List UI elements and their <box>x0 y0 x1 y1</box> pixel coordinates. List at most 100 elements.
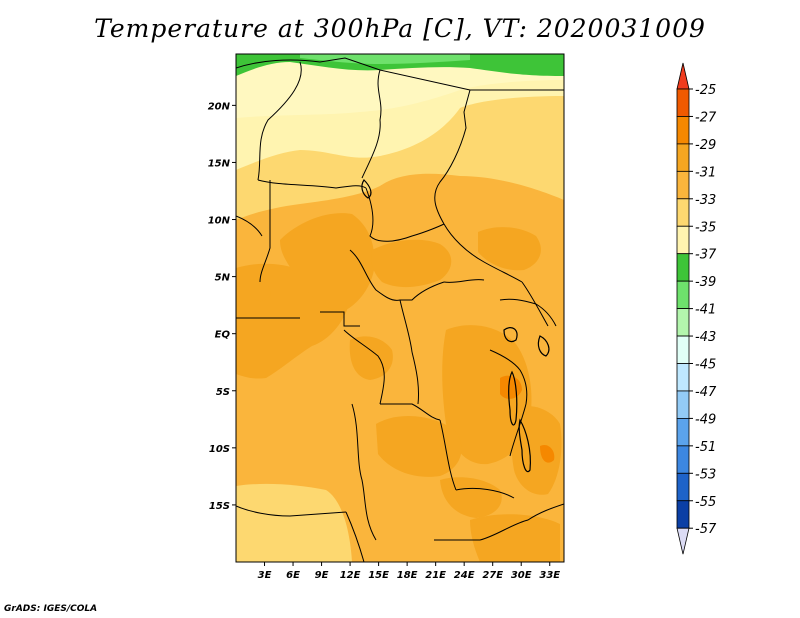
border-line <box>499 298 557 327</box>
latitude-axis: 20N 15N 10N 5N EQ 5S 10S 15S <box>208 101 236 512</box>
colorbar-swatch <box>676 198 690 227</box>
lake-outline <box>508 370 518 426</box>
border-line <box>509 403 527 457</box>
colorbar-label: -37 <box>695 248 717 263</box>
lat-tick-label: 15N <box>208 158 231 169</box>
lake-outline <box>537 335 550 357</box>
colorbar-bottom-arrow <box>676 527 690 555</box>
lon-tick-label: 18E <box>397 570 418 581</box>
plot-area <box>235 53 565 563</box>
border-line <box>455 487 515 499</box>
temperature-band-29-southeast-corner <box>470 514 560 562</box>
colorbar: -25 -27 -29 -31 -33 -35 -37 -39 -41 -43 -45 -47 -49 -… <box>676 62 717 555</box>
lon-tick-label: 6E <box>286 570 300 581</box>
lon-tick-label: 24E <box>454 570 475 581</box>
colorbar-label: -47 <box>695 385 717 400</box>
temperature-band-29-coast <box>250 279 271 302</box>
border-line <box>439 419 457 491</box>
colorbar-swatch <box>676 170 690 200</box>
colorbar-label: -35 <box>695 220 716 235</box>
lat-tick-label: 5N <box>215 273 231 284</box>
border-line <box>345 511 365 562</box>
lon-tick-label: 30E <box>511 570 532 581</box>
border-line <box>380 403 441 421</box>
colorbar-label: -53 <box>695 467 716 482</box>
border-line <box>443 223 523 283</box>
colorbar-label: -51 <box>695 440 716 455</box>
lon-tick-label: 15E <box>368 570 389 581</box>
colorbar-label: -45 <box>695 358 716 373</box>
border-line <box>443 279 485 283</box>
border-line <box>411 351 419 405</box>
temperature-band-29-east <box>478 227 541 271</box>
colorbar-swatch <box>676 253 690 282</box>
temperature-band-35-core <box>236 54 564 118</box>
border-line <box>349 249 445 301</box>
colorbar-label: -31 <box>695 165 716 180</box>
colorbar-swatch <box>676 363 690 392</box>
border-line <box>489 349 528 405</box>
lat-tick-label: 15S <box>209 501 230 512</box>
lon-tick-label: 21E <box>425 570 446 581</box>
temperature-band-33-southwest <box>236 483 352 562</box>
lake-outline <box>503 327 518 343</box>
colorbar-label: -55 <box>695 495 716 510</box>
colorbar-swatch <box>676 116 690 145</box>
grads-credit: GrADS: IGES/COLA <box>4 604 98 614</box>
colorbar-swatch <box>676 88 690 117</box>
border-line <box>434 89 471 225</box>
colorbar-label: -33 <box>695 193 716 208</box>
colorbar-label: -49 <box>695 412 716 427</box>
border-line <box>351 403 377 541</box>
colorbar-swatch <box>676 308 690 337</box>
colorbar-label: -27 <box>695 110 717 125</box>
country-borders <box>236 57 564 562</box>
temperature-band-29-gabon <box>349 336 393 380</box>
lat-tick-label: 10S <box>209 444 230 455</box>
border-line <box>434 503 564 541</box>
colorbar-label: -43 <box>695 330 716 345</box>
colorbar-swatch <box>676 417 690 447</box>
plot-frame <box>235 53 565 563</box>
lon-tick-label: 12E <box>340 570 361 581</box>
border-line <box>259 180 271 283</box>
border-line <box>257 179 367 189</box>
colorbar-swatch <box>676 225 690 255</box>
temperature-band-39 <box>300 54 470 64</box>
lon-tick-label: 33E <box>539 570 560 581</box>
colorbar-label: -29 <box>695 138 716 153</box>
chart-title: Temperature at 300hPa [C], VT: 202003100… <box>94 14 706 43</box>
longitude-axis: 3E 6E 9E 12E 15E 18E 21E 24E 27E 30E 33E <box>258 562 560 581</box>
lat-tick-label: 10N <box>208 216 231 227</box>
colorbar-swatch <box>676 390 690 419</box>
lake-outline <box>361 179 372 199</box>
lon-tick-label: 27E <box>482 570 503 581</box>
colorbar-swatch <box>676 335 690 364</box>
colorbar-swatch <box>676 280 690 309</box>
border-line <box>320 311 360 327</box>
colorbar-top-arrow <box>676 62 690 90</box>
temperature-band-29-angola <box>376 416 462 477</box>
temperature-band-27-b <box>540 444 555 463</box>
border-line <box>399 299 413 353</box>
temperature-band-29-central <box>371 239 452 288</box>
lat-tick-label: 20N <box>208 101 231 112</box>
lon-tick-label: 9E <box>315 570 329 581</box>
border-line <box>236 505 347 517</box>
colorbar-swatch <box>676 500 690 529</box>
colorbar-label: -39 <box>695 275 716 290</box>
border-line <box>361 69 382 179</box>
colorbar-swatch <box>676 445 690 474</box>
lat-tick-label: 5S <box>216 387 230 398</box>
colorbar-label: -41 <box>695 303 716 318</box>
border-line <box>236 57 471 91</box>
border-line <box>236 215 263 237</box>
colorbar-label: -57 <box>695 522 717 537</box>
colorbar-label: -25 <box>695 83 716 98</box>
lake-outline <box>518 418 531 473</box>
colorbar-swatch <box>676 472 690 502</box>
temperature-band-29-west <box>280 213 375 312</box>
colorbar-swatch <box>676 143 690 172</box>
border-line <box>365 187 445 242</box>
